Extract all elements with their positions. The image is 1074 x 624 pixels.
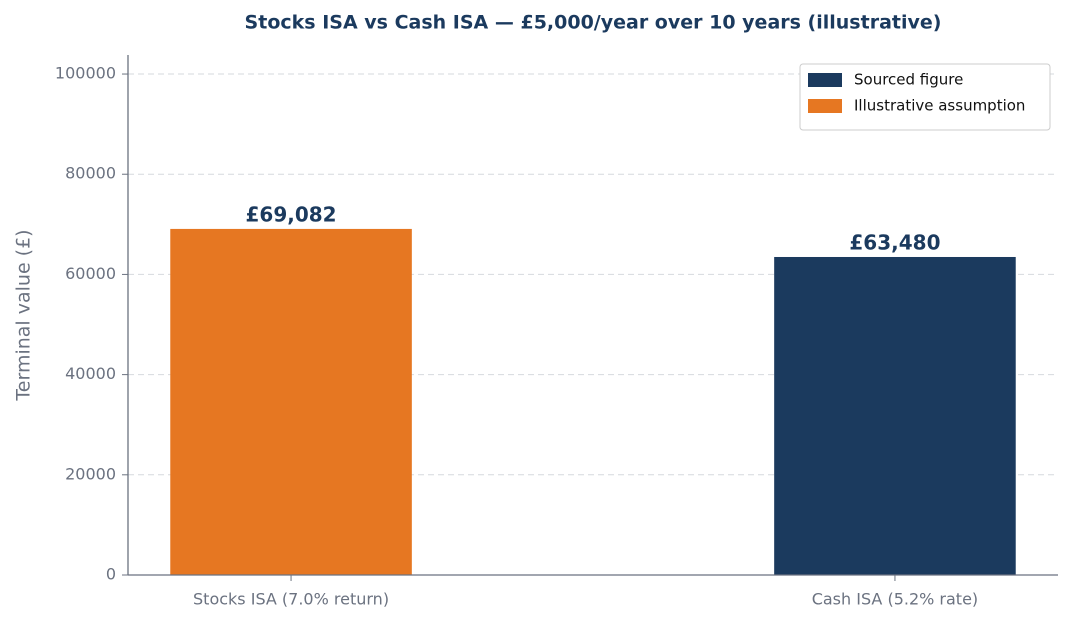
bar (774, 256, 1016, 575)
chart-title: Stocks ISA vs Cash ISA — £5,000/year ove… (245, 12, 942, 34)
legend-swatch (808, 73, 842, 87)
y-tick-label: 100000 (55, 64, 116, 83)
bar (170, 228, 412, 575)
value-label: £63,480 (849, 230, 940, 254)
legend-label: Illustrative assumption (854, 97, 1025, 115)
y-axis-label: Terminal value (£) (13, 229, 35, 401)
legend-label: Sourced figure (854, 71, 963, 89)
y-tick-label: 0 (106, 565, 116, 584)
legend-swatch (808, 99, 842, 113)
x-tick-label: Cash ISA (5.2% rate) (812, 590, 978, 609)
value-label: £69,082 (246, 202, 337, 226)
legend-box (799, 63, 1051, 131)
x-tick-label: Stocks ISA (7.0% return) (193, 590, 389, 609)
y-tick-label: 40000 (65, 364, 116, 383)
y-tick-label: 60000 (65, 264, 116, 283)
y-tick-label: 80000 (65, 164, 116, 183)
y-tick-label: 20000 (65, 464, 116, 483)
